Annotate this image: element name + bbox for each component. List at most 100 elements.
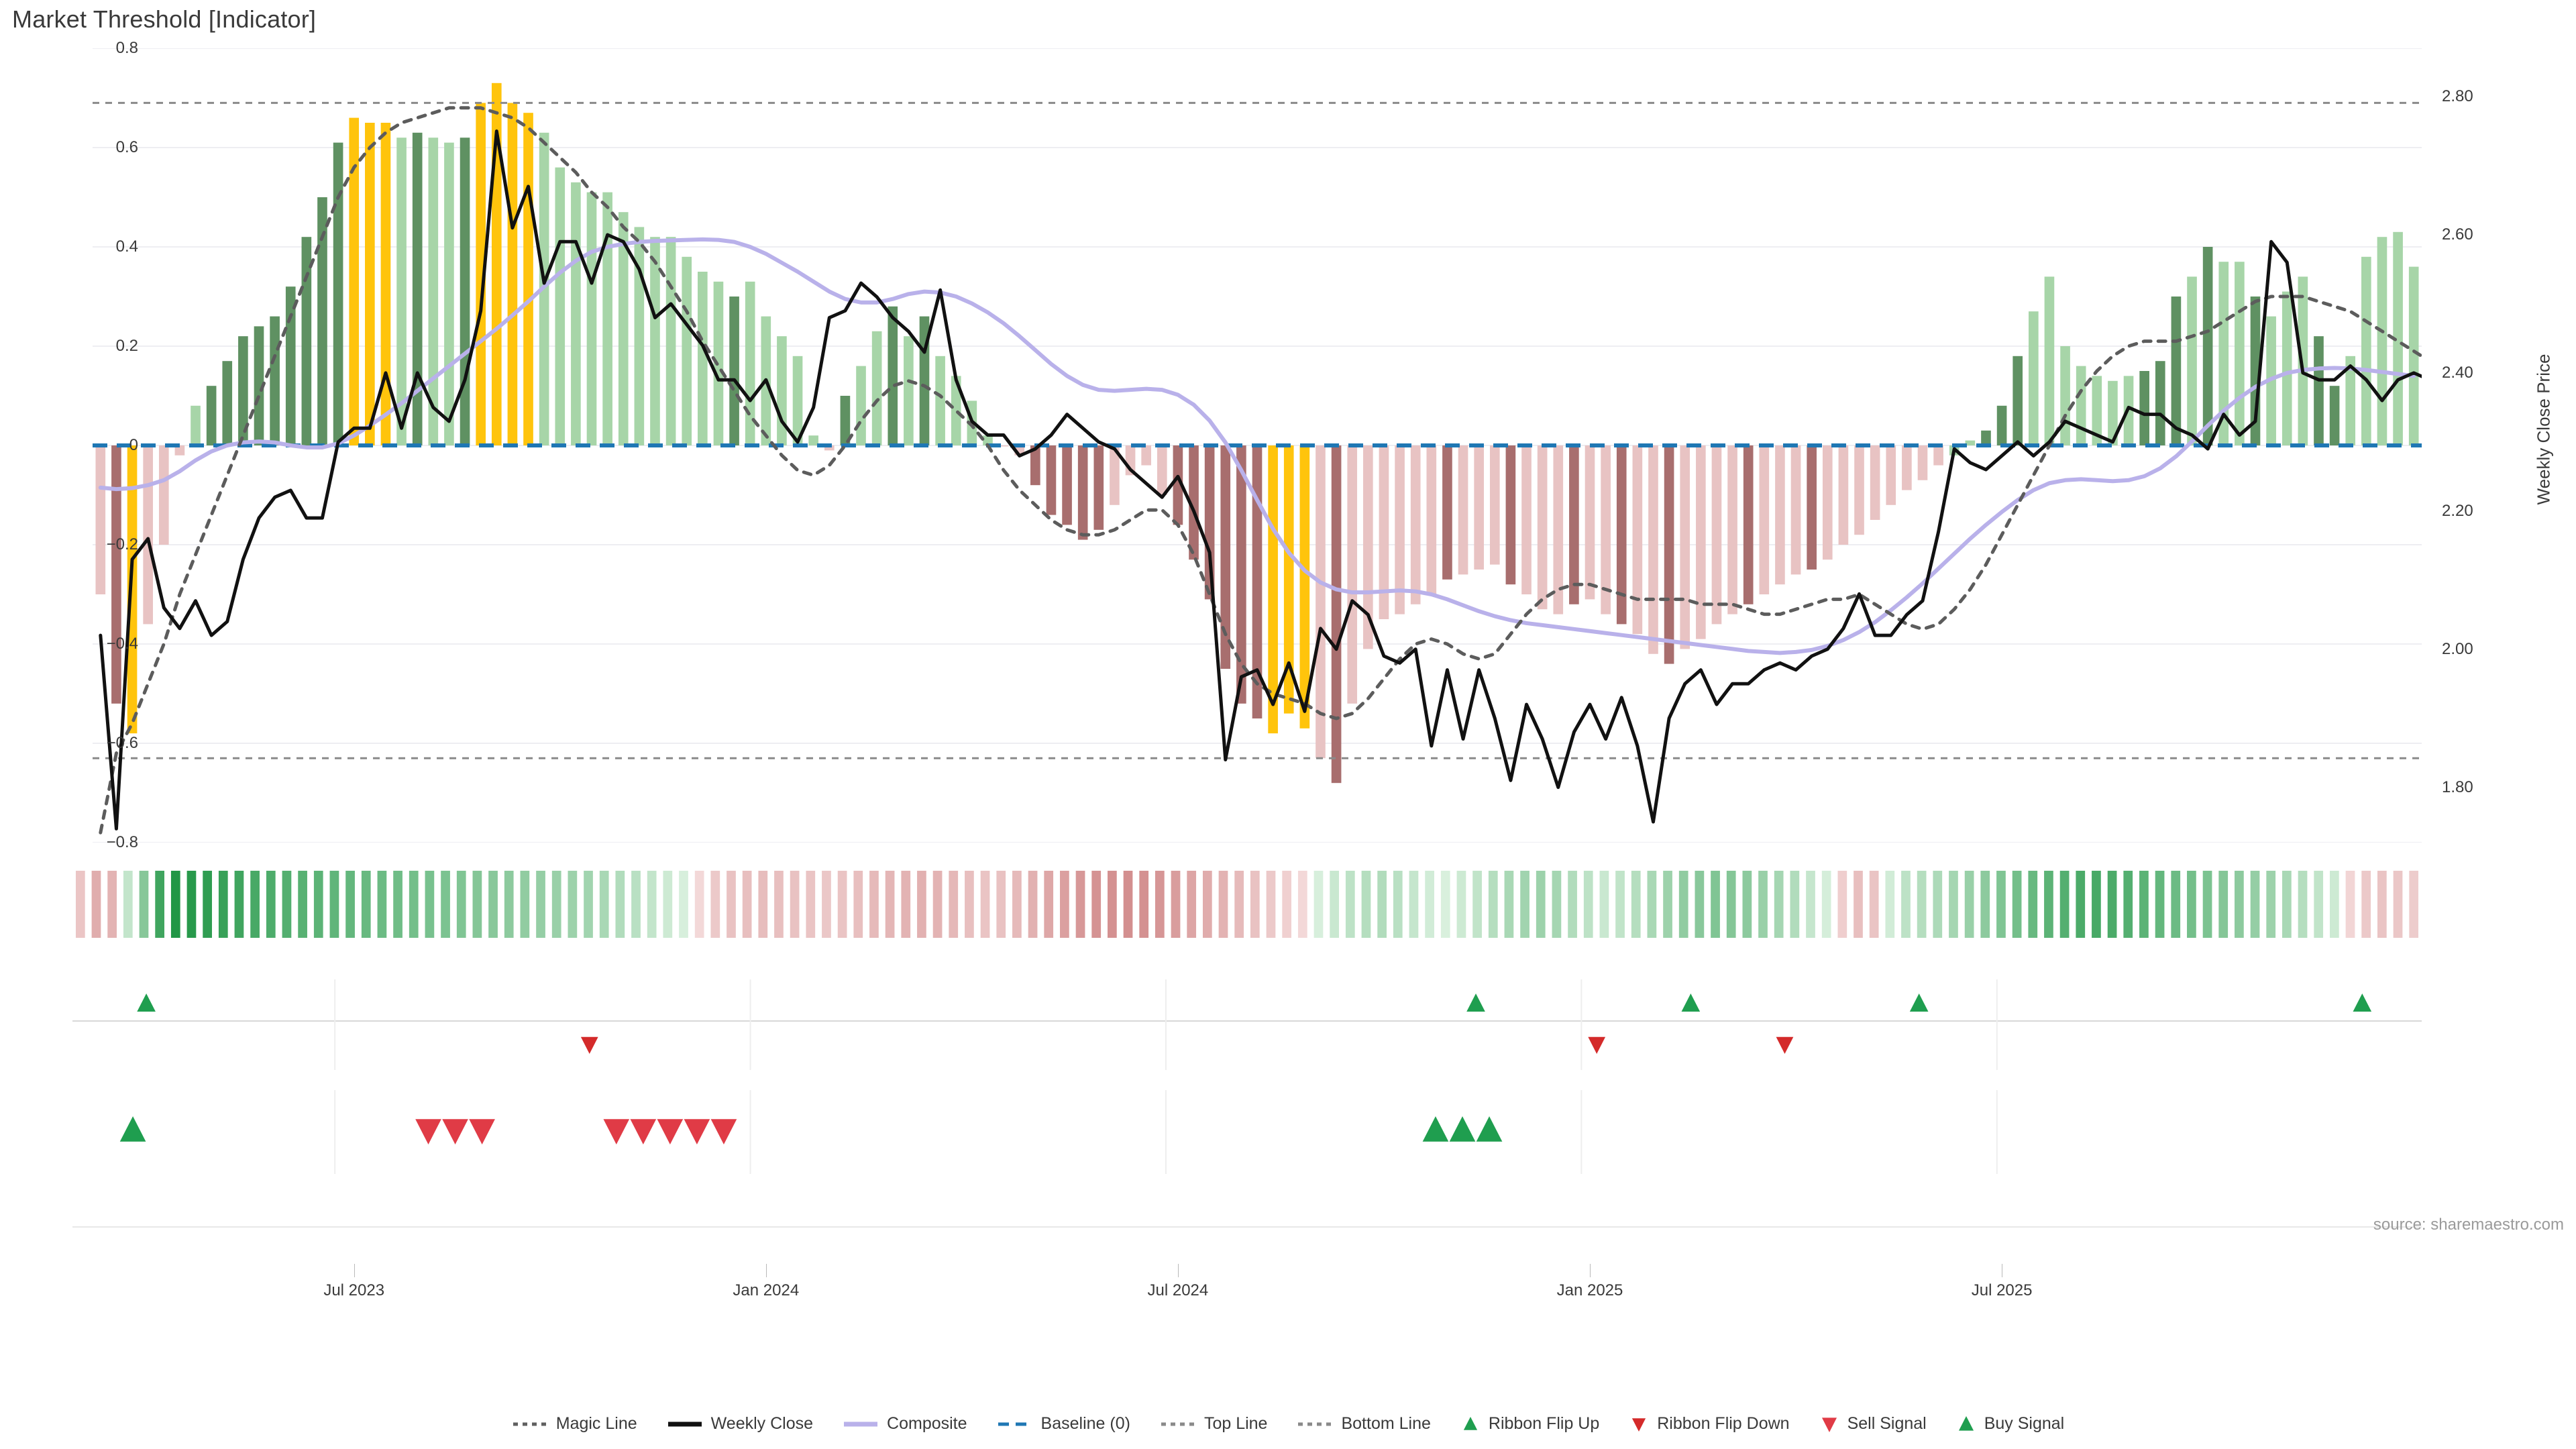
- threshold-bar: [349, 117, 360, 445]
- flip-gridlines: [334, 979, 1998, 1070]
- y-axis-left-label: Market Threshold (Composite): [0, 299, 1, 534]
- ribbon-cell: [186, 871, 197, 938]
- ribbon-regime-strip: [72, 865, 2422, 939]
- triangle-up-icon: [1956, 1415, 1976, 1433]
- threshold-bar: [777, 336, 787, 445]
- overlay-lines: [93, 101, 2422, 835]
- ribbon-cell: [1250, 871, 1260, 938]
- ribbon-cell: [679, 871, 688, 938]
- threshold-bar: [2060, 346, 2070, 445]
- ribbon-cell: [1266, 871, 1276, 938]
- legend-item-ribbon-flip-up[interactable]: Ribbon Flip Up: [1460, 1414, 1599, 1434]
- ribbon-cell: [1806, 871, 1815, 938]
- ribbon-cell: [710, 871, 720, 938]
- threshold-bar: [1981, 430, 1991, 445]
- ribbon-cell: [234, 871, 244, 938]
- threshold-bar: [2408, 266, 2419, 445]
- composite-line: [98, 237, 2416, 655]
- threshold-bar: [270, 316, 280, 445]
- ribbon-cell: [456, 871, 466, 938]
- legend-item-buy-signal[interactable]: Buy Signal: [1956, 1414, 2064, 1434]
- threshold-bar: [174, 445, 185, 455]
- ribbon-cell: [1837, 871, 1847, 938]
- legend-item-ribbon-flip-down[interactable]: Ribbon Flip Down: [1629, 1414, 1790, 1434]
- footer-divider: [72, 1226, 2422, 1228]
- main-chart-plot: [93, 48, 2422, 843]
- threshold-bar: [1537, 445, 1548, 610]
- threshold-bar: [1077, 445, 1088, 540]
- threshold-bar: [476, 103, 486, 445]
- buy-signal-marker: [1476, 1116, 1503, 1142]
- threshold-bar: [1933, 445, 1943, 466]
- threshold-bar: [2139, 371, 2149, 445]
- ribbon-cell: [727, 871, 736, 938]
- threshold-bar: [586, 192, 597, 445]
- x-axis-tick-label: Jul 2023: [323, 1281, 385, 1299]
- legend-item-weekly-close[interactable]: Weekly Close: [667, 1414, 813, 1434]
- threshold-bar: [2171, 297, 2182, 445]
- threshold-bar: [444, 142, 454, 445]
- threshold-bar: [1648, 445, 1658, 654]
- ribbon-cell: [441, 871, 450, 938]
- sell-signal-marker: [710, 1119, 737, 1144]
- legend-item-magic-line[interactable]: Magic Line: [512, 1414, 637, 1434]
- legend-item-composite[interactable]: Composite: [843, 1414, 967, 1434]
- ribbon-cell: [203, 871, 212, 938]
- threshold-bar: [333, 142, 343, 445]
- ribbon-cell: [822, 871, 831, 938]
- y-axis-left-tick: −0.4: [106, 635, 138, 653]
- threshold-bar: [1838, 445, 1849, 545]
- legend-item-bottom-line[interactable]: Bottom Line: [1297, 1414, 1431, 1434]
- ribbon-cell: [329, 871, 339, 938]
- legend-item-baseline-0[interactable]: Baseline (0): [997, 1414, 1130, 1434]
- threshold-bar: [1331, 445, 1342, 784]
- ribbon-cell: [1012, 871, 1022, 938]
- ribbon-cell: [1821, 871, 1831, 938]
- ribbon-cell: [218, 871, 228, 938]
- ribbon-svg: [75, 871, 2419, 938]
- threshold-bar: [1458, 445, 1468, 575]
- ribbon-cell: [790, 871, 800, 938]
- threshold-bar: [555, 167, 566, 445]
- threshold-bar: [1917, 445, 1928, 480]
- y-axis-right-tick: 2.40: [2442, 363, 2473, 382]
- y-axis-right-tick: 2.00: [2442, 639, 2473, 658]
- ribbon-cell: [139, 871, 149, 938]
- ribbon-cell: [170, 871, 180, 938]
- threshold-bar: [2361, 256, 2371, 445]
- ribbon-cell: [1695, 871, 1705, 938]
- ribbon-cell: [488, 871, 498, 938]
- threshold-bar: [1759, 445, 1770, 594]
- threshold-bar: [1236, 445, 1246, 704]
- legend-item-top-line[interactable]: Top Line: [1160, 1414, 1267, 1434]
- y-axis-right-tick: 2.20: [2442, 501, 2473, 520]
- ribbon-cell: [1075, 871, 1085, 938]
- ribbon-cell: [1758, 871, 1768, 938]
- ribbon-flip-down-marker: [580, 1036, 598, 1054]
- ribbon-cell: [2171, 871, 2181, 938]
- threshold-bar: [824, 445, 835, 451]
- y-axis-left-tick: −0.8: [106, 833, 138, 851]
- legend-item-sell-signal[interactable]: Sell Signal: [1819, 1414, 1927, 1434]
- buy-signal-marker: [1422, 1116, 1449, 1142]
- ribbon-cell: [1583, 871, 1593, 938]
- ribbon-cell: [965, 871, 974, 938]
- ribbon-cell: [1060, 871, 1069, 938]
- ribbon-cell: [2076, 871, 2086, 938]
- threshold-bar: [412, 132, 423, 446]
- ribbon-cell: [2266, 871, 2276, 938]
- ribbon-cell: [631, 871, 641, 938]
- ribbon-flip-svg: [72, 979, 2452, 1070]
- threshold-bar: [1252, 445, 1263, 718]
- buy-signal-marker: [119, 1116, 146, 1142]
- sell-signal-marker: [630, 1119, 657, 1144]
- buy-sell-signal-panel: [72, 1090, 2422, 1174]
- ribbon-cell: [1171, 871, 1181, 938]
- ribbon-cell: [980, 871, 990, 938]
- ribbon-flip-up-marker: [1466, 994, 1485, 1012]
- legend-triangle: [1463, 1416, 1478, 1430]
- ribbon-cell: [520, 871, 530, 938]
- ribbon-cell: [1933, 871, 1943, 938]
- ribbon-cell: [1885, 871, 1895, 938]
- ribbon-cell: [584, 871, 593, 938]
